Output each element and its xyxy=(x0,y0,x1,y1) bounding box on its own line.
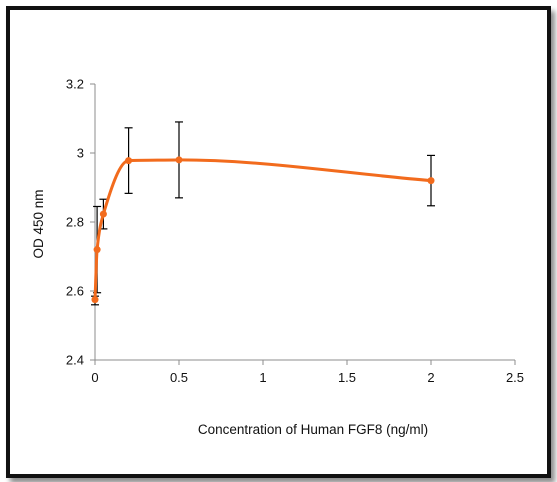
data-point xyxy=(125,157,132,164)
axes xyxy=(95,84,515,360)
ticks: 0 0.5 1 1.5 2 2.5 2.4 2.6 2.8 3 3.2 xyxy=(66,77,524,386)
data-point xyxy=(92,296,99,303)
y-tick-label: 2.4 xyxy=(66,353,84,368)
data-point xyxy=(428,177,435,184)
data-point xyxy=(100,211,107,218)
x-axis-title: Concentration of Human FGF8 (ng/ml) xyxy=(198,422,428,437)
y-tick-label: 2.8 xyxy=(66,215,84,230)
data-point xyxy=(94,246,101,253)
x-tick-label: 0 xyxy=(91,370,98,385)
y-tick-label: 2.6 xyxy=(66,284,84,299)
series xyxy=(91,122,435,305)
x-tick-label: 1.5 xyxy=(338,370,356,385)
x-tick-label: 2.5 xyxy=(506,370,524,385)
y-tick-label: 3 xyxy=(77,146,84,161)
series-line xyxy=(95,160,431,300)
x-tick-label: 0.5 xyxy=(170,370,188,385)
x-tick-label: 2 xyxy=(427,370,434,385)
data-point xyxy=(176,156,183,163)
y-tick-label: 3.2 xyxy=(66,77,84,92)
x-tick-label: 1 xyxy=(259,370,266,385)
y-axis-title: OD 450 nm xyxy=(31,189,46,258)
